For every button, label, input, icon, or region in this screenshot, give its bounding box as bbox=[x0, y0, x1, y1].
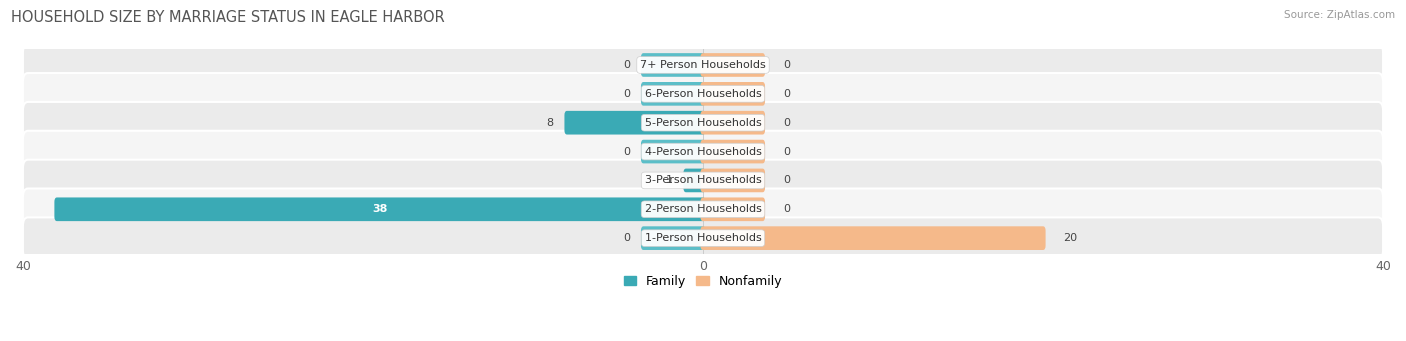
FancyBboxPatch shape bbox=[22, 73, 1384, 115]
FancyBboxPatch shape bbox=[22, 217, 1384, 259]
FancyBboxPatch shape bbox=[641, 82, 706, 106]
Text: 0: 0 bbox=[623, 233, 630, 243]
Text: 0: 0 bbox=[783, 175, 790, 186]
Text: 0: 0 bbox=[783, 89, 790, 99]
FancyBboxPatch shape bbox=[641, 53, 706, 77]
FancyBboxPatch shape bbox=[700, 53, 765, 77]
Text: 20: 20 bbox=[1063, 233, 1077, 243]
Text: 0: 0 bbox=[783, 147, 790, 157]
Text: 0: 0 bbox=[623, 147, 630, 157]
Text: 0: 0 bbox=[623, 60, 630, 70]
FancyBboxPatch shape bbox=[22, 44, 1384, 86]
Text: 0: 0 bbox=[783, 204, 790, 214]
Text: 2-Person Households: 2-Person Households bbox=[644, 204, 762, 214]
Text: 38: 38 bbox=[373, 204, 388, 214]
Text: 6-Person Households: 6-Person Households bbox=[644, 89, 762, 99]
FancyBboxPatch shape bbox=[55, 197, 706, 221]
FancyBboxPatch shape bbox=[641, 226, 706, 250]
FancyBboxPatch shape bbox=[22, 102, 1384, 144]
FancyBboxPatch shape bbox=[700, 82, 765, 106]
Text: Source: ZipAtlas.com: Source: ZipAtlas.com bbox=[1284, 10, 1395, 20]
FancyBboxPatch shape bbox=[22, 160, 1384, 201]
FancyBboxPatch shape bbox=[700, 197, 765, 221]
Text: 1: 1 bbox=[665, 175, 672, 186]
FancyBboxPatch shape bbox=[700, 111, 765, 135]
Text: 0: 0 bbox=[783, 60, 790, 70]
Text: 5-Person Households: 5-Person Households bbox=[644, 118, 762, 128]
FancyBboxPatch shape bbox=[22, 131, 1384, 172]
Text: 8: 8 bbox=[547, 118, 554, 128]
FancyBboxPatch shape bbox=[641, 140, 706, 163]
Text: 1-Person Households: 1-Person Households bbox=[644, 233, 762, 243]
Text: 4-Person Households: 4-Person Households bbox=[644, 147, 762, 157]
FancyBboxPatch shape bbox=[683, 168, 706, 192]
Text: 0: 0 bbox=[623, 89, 630, 99]
FancyBboxPatch shape bbox=[700, 140, 765, 163]
FancyBboxPatch shape bbox=[700, 168, 765, 192]
FancyBboxPatch shape bbox=[564, 111, 706, 135]
Text: HOUSEHOLD SIZE BY MARRIAGE STATUS IN EAGLE HARBOR: HOUSEHOLD SIZE BY MARRIAGE STATUS IN EAG… bbox=[11, 10, 444, 25]
Text: 0: 0 bbox=[783, 118, 790, 128]
Text: 3-Person Households: 3-Person Households bbox=[644, 175, 762, 186]
FancyBboxPatch shape bbox=[700, 226, 1046, 250]
FancyBboxPatch shape bbox=[22, 189, 1384, 230]
Text: 7+ Person Households: 7+ Person Households bbox=[640, 60, 766, 70]
Legend: Family, Nonfamily: Family, Nonfamily bbox=[619, 270, 787, 293]
